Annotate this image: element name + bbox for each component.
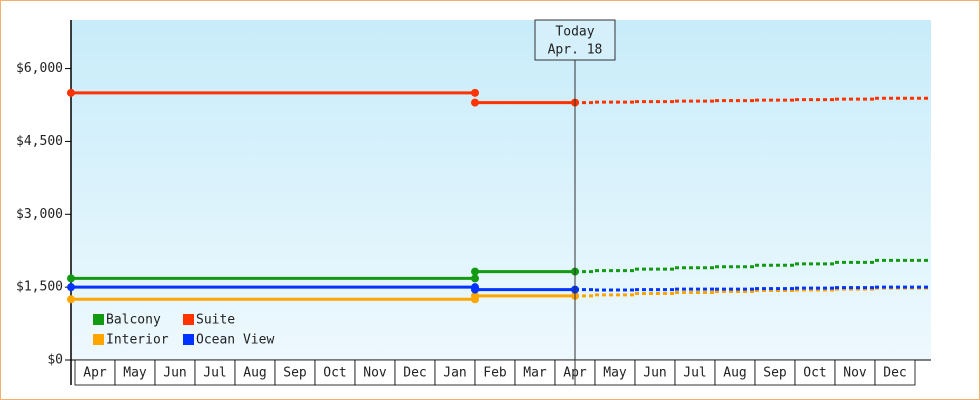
x-cell [754, 359, 796, 386]
x-cell [114, 359, 156, 386]
x-tick-label: Jun [163, 366, 186, 381]
x-cell [194, 359, 236, 386]
x-cell [354, 359, 396, 386]
change-point [471, 88, 479, 97]
legend-swatch [183, 334, 194, 345]
x-cell [634, 359, 676, 386]
x-tick-label: Aug [243, 366, 266, 381]
y-tick-label: $4,500 [16, 134, 63, 149]
legend-label: Interior [106, 333, 169, 348]
x-tick-label: May [123, 366, 147, 381]
start-point [67, 88, 75, 97]
x-cell [714, 359, 756, 386]
x-tick-label: Feb [483, 366, 507, 381]
start-point [67, 274, 75, 283]
x-cell [234, 359, 276, 386]
x-cell [874, 359, 916, 386]
x-tick-label: Nov [363, 366, 387, 381]
legend-swatch [93, 334, 104, 345]
x-cell [74, 359, 116, 386]
x-tick-label: Oct [803, 366, 826, 381]
x-tick-label: Jul [203, 366, 226, 381]
change-point [471, 267, 479, 276]
x-tick-label: Jun [643, 366, 666, 381]
x-cell [434, 359, 476, 386]
x-tick-label: Oct [323, 366, 346, 381]
x-tick-label: Mar [523, 366, 547, 381]
legend-label: Balcony [106, 313, 161, 328]
change-point [471, 285, 479, 294]
x-cell [154, 359, 196, 386]
x-tick-label: Sep [763, 366, 787, 381]
x-tick-label: Nov [843, 366, 867, 381]
x-tick-label: Jan [443, 366, 466, 381]
start-point [67, 283, 75, 292]
x-cell [674, 359, 716, 386]
change-point [471, 291, 479, 300]
today-box [534, 19, 616, 61]
plot-area [71, 20, 931, 360]
x-tick-label: Jul [683, 366, 706, 381]
x-tick-label: May [603, 366, 627, 381]
y-tick-label: $0 [47, 353, 63, 368]
x-cell [834, 359, 876, 386]
x-cell [514, 359, 556, 386]
y-tick-label: $3,000 [16, 207, 63, 222]
legend-label: Suite [196, 313, 235, 328]
legend-label: Ocean View [196, 333, 274, 348]
y-tick-label: $1,500 [16, 280, 63, 295]
x-tick-label: Dec [403, 366, 426, 381]
legend-swatch [93, 314, 104, 325]
today-label: Apr. 18 [548, 43, 603, 58]
x-cell [594, 359, 636, 386]
today-label: Today [555, 25, 594, 40]
x-tick-label: Sep [283, 366, 307, 381]
start-point [67, 295, 75, 304]
change-point [471, 274, 479, 283]
legend-swatch [183, 314, 194, 325]
x-cell [794, 359, 836, 386]
x-tick-label: Apr [83, 366, 107, 381]
y-tick-label: $6,000 [16, 61, 63, 76]
x-tick-label: Dec [883, 366, 906, 381]
x-tick-label: Aug [723, 366, 746, 381]
change-point [471, 98, 479, 107]
